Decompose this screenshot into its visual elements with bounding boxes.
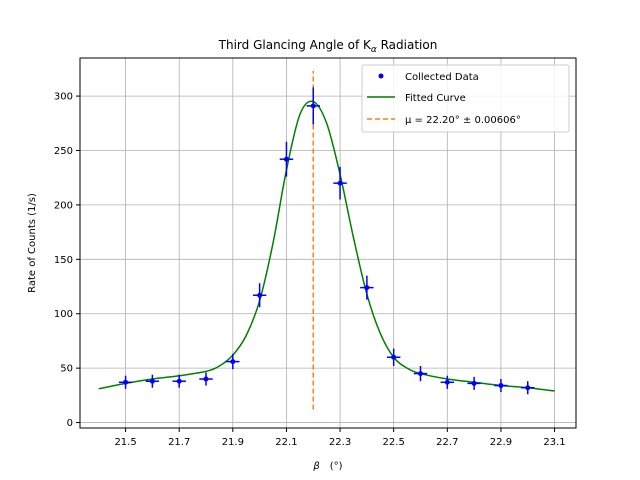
y-tick-label: 0 — [67, 418, 73, 429]
fitted-curve-line — [98, 100, 555, 392]
y-tick-label: 50 — [60, 364, 73, 375]
legend-label-data: Collected Data — [405, 72, 479, 83]
series-layer — [98, 71, 555, 410]
data-point — [118, 375, 133, 389]
ticks: 21.5 21.7 21.9 22.1 22.3 22.5 22.7 22.9 23.1 0 50 1… — [54, 92, 566, 448]
y-tick-label: 150 — [54, 255, 73, 266]
legend-frame — [361, 64, 570, 133]
data-point — [333, 166, 347, 200]
data-marker — [230, 359, 236, 365]
x-tick-label: 21.5 — [114, 437, 136, 448]
x-tick-label: 21.7 — [168, 437, 190, 448]
data-point — [306, 87, 320, 125]
y-axis-label: Rate of Counts (1/s) — [27, 193, 38, 293]
data-marker — [176, 378, 182, 384]
data-point — [226, 354, 240, 370]
y-tick-label: 300 — [54, 92, 73, 103]
legend-marker-data — [378, 73, 384, 79]
data-marker — [283, 156, 289, 162]
legend-label-fit: Fitted Curve — [405, 93, 466, 104]
x-tick-label: 22.5 — [383, 437, 405, 448]
data-point — [440, 375, 455, 389]
data-point — [145, 374, 160, 388]
data-point — [494, 379, 508, 393]
y-tick-label: 100 — [54, 309, 73, 320]
data-marker — [310, 103, 316, 109]
data-point — [279, 141, 294, 177]
data-marker — [337, 180, 343, 186]
x-tick-label: 22.7 — [436, 437, 458, 448]
data-point — [199, 372, 213, 386]
data-marker — [203, 376, 209, 382]
data-point — [467, 376, 481, 390]
legend-label-mean: μ = 22.20° ± 0.00606° — [405, 115, 521, 126]
data-marker — [123, 379, 129, 385]
x-axis-label: β (°) — [312, 461, 342, 472]
x-tick-label: 21.9 — [222, 437, 244, 448]
data-point — [252, 283, 267, 308]
x-tick-label: 22.9 — [490, 437, 512, 448]
data-point — [386, 348, 401, 366]
data-marker — [391, 354, 397, 360]
data-marker — [471, 380, 477, 386]
data-point — [413, 365, 428, 382]
data-marker — [444, 379, 450, 385]
y-tick-label: 200 — [54, 200, 73, 211]
chart-title: Third Glancing Angle of Kα Radiation — [218, 38, 438, 55]
data-point — [521, 381, 535, 395]
x-tick-label: 22.3 — [329, 437, 351, 448]
data-marker — [257, 292, 263, 298]
data-marker — [149, 378, 155, 384]
data-point — [360, 275, 374, 300]
legend: Collected Data Fitted Curve μ = 22.20° ±… — [361, 64, 570, 133]
data-marker — [498, 383, 504, 389]
x-tick-label: 22.1 — [275, 437, 297, 448]
data-marker — [525, 385, 531, 391]
x-tick-label: 23.1 — [543, 437, 565, 448]
data-marker — [417, 371, 423, 377]
data-point — [172, 374, 186, 388]
data-marker — [364, 285, 370, 291]
plot-frame — [79, 57, 577, 429]
y-tick-label: 250 — [54, 146, 73, 157]
